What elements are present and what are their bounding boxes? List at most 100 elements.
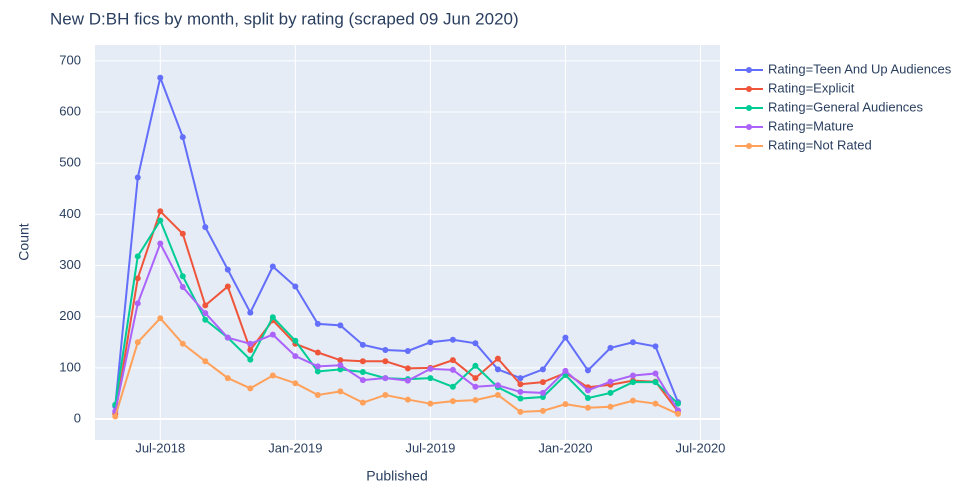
data-point	[382, 358, 389, 365]
y-tick-label: 0	[74, 410, 81, 425]
data-point	[134, 339, 141, 346]
data-point	[472, 362, 479, 369]
data-point	[269, 372, 276, 379]
data-point	[134, 300, 141, 307]
data-point	[134, 275, 141, 282]
data-point	[247, 356, 254, 363]
data-point	[539, 379, 546, 386]
data-point	[584, 387, 591, 394]
data-point	[652, 343, 659, 350]
y-tick-label: 500	[59, 155, 81, 170]
chart-title: New D:BH fics by month, split by rating …	[50, 9, 519, 28]
data-point	[202, 310, 209, 317]
plot-area	[95, 45, 720, 440]
y-axis-title: Count	[16, 223, 32, 260]
data-point	[157, 240, 164, 247]
data-point	[179, 134, 186, 141]
data-point	[179, 230, 186, 237]
data-point	[292, 337, 299, 344]
data-point	[247, 346, 254, 353]
data-point	[382, 391, 389, 398]
data-point	[224, 266, 231, 273]
data-point	[179, 340, 186, 347]
data-point	[427, 365, 434, 372]
legend-label: Rating=Explicit	[768, 80, 855, 95]
data-point	[629, 339, 636, 346]
data-point	[449, 398, 456, 405]
data-point	[607, 389, 614, 396]
data-point	[337, 388, 344, 395]
y-tick-label: 200	[59, 308, 81, 323]
data-point	[247, 340, 254, 347]
data-point	[562, 367, 569, 374]
data-point	[472, 375, 479, 382]
legend-marker	[746, 124, 752, 130]
data-point	[314, 363, 321, 370]
x-tick-label: Jul-2019	[405, 440, 455, 455]
data-point	[292, 283, 299, 290]
data-point	[382, 375, 389, 382]
data-point	[134, 253, 141, 260]
y-tick-label: 700	[59, 52, 81, 67]
legend-label: Rating=Not Rated	[768, 137, 872, 152]
data-point	[562, 401, 569, 408]
data-point	[562, 334, 569, 341]
data-point	[269, 331, 276, 338]
data-point	[494, 391, 501, 398]
data-point	[202, 316, 209, 323]
data-point	[517, 408, 524, 415]
data-point	[472, 383, 479, 390]
data-point	[427, 400, 434, 407]
data-point	[202, 302, 209, 309]
data-point	[157, 217, 164, 224]
data-point	[674, 400, 681, 407]
data-point	[157, 315, 164, 322]
legend-label: Rating=Teen And Up Audiences	[768, 61, 952, 76]
data-point	[629, 397, 636, 404]
data-point	[337, 357, 344, 364]
data-point	[359, 341, 366, 348]
x-axis-title: Published	[366, 468, 428, 484]
data-point	[629, 372, 636, 379]
y-tick-label: 400	[59, 206, 81, 221]
data-point	[247, 309, 254, 316]
data-point	[539, 366, 546, 373]
series-line	[114, 241, 679, 412]
x-tick-label: Jan-2020	[538, 440, 592, 455]
data-point	[202, 358, 209, 365]
data-point	[472, 397, 479, 404]
data-point	[179, 284, 186, 291]
data-point	[449, 357, 456, 364]
data-point	[607, 403, 614, 410]
data-point	[404, 365, 411, 372]
data-point	[224, 375, 231, 382]
data-point	[382, 346, 389, 353]
data-point	[359, 377, 366, 384]
data-point	[449, 366, 456, 373]
data-point	[539, 389, 546, 396]
legend-label: Rating=General Audiences	[768, 99, 924, 114]
data-point	[404, 396, 411, 403]
data-point	[314, 391, 321, 398]
legend-marker	[746, 105, 752, 111]
data-point	[584, 395, 591, 402]
data-point	[134, 174, 141, 181]
data-point	[494, 366, 501, 373]
data-point	[292, 353, 299, 360]
data-point	[337, 362, 344, 369]
data-point	[584, 367, 591, 374]
data-point	[269, 263, 276, 270]
data-point	[674, 410, 681, 417]
data-point	[517, 388, 524, 395]
data-point	[494, 355, 501, 362]
data-point	[314, 320, 321, 327]
data-point	[112, 413, 119, 420]
legend-label: Rating=Mature	[768, 118, 854, 133]
data-point	[427, 339, 434, 346]
data-point	[472, 340, 479, 347]
x-tick-label: Jul-2018	[135, 440, 185, 455]
data-point	[314, 349, 321, 356]
data-point	[202, 224, 209, 231]
data-point	[652, 379, 659, 386]
data-point	[449, 383, 456, 390]
